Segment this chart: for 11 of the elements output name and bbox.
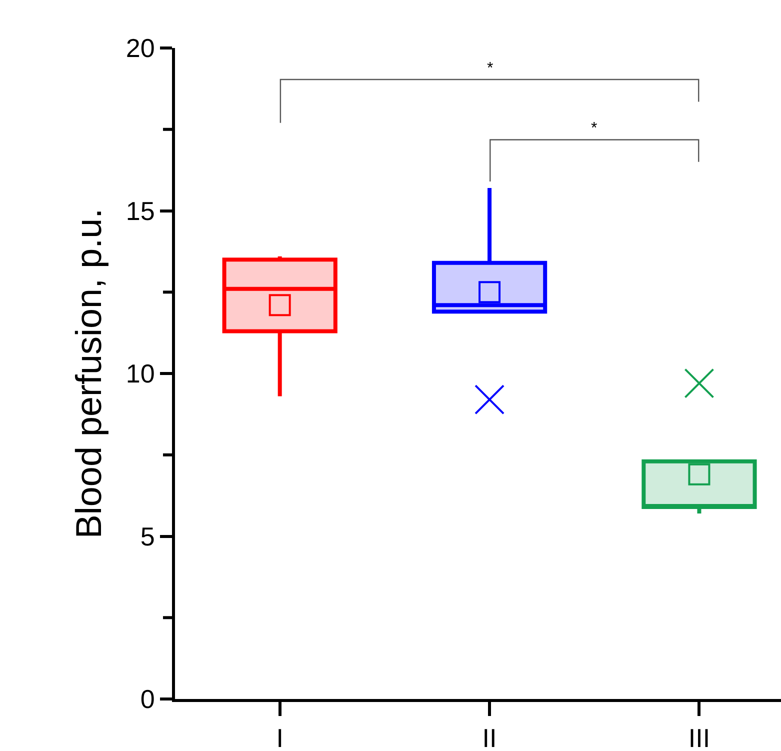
y-axis-title: Blood perfusion, p.u. <box>68 208 109 539</box>
x-tick-label: III <box>688 723 710 751</box>
annotation: * <box>591 120 598 137</box>
y-tick-label: 0 <box>140 684 155 714</box>
x-tick-label: II <box>482 723 497 751</box>
y-tick-label: 20 <box>126 33 155 64</box>
annotation: * <box>487 60 494 77</box>
x-tick-label: I <box>276 723 284 751</box>
y-tick-label: 5 <box>140 521 155 552</box>
y-tick-label: 15 <box>126 196 155 226</box>
y-tick-label: 10 <box>126 358 155 389</box>
